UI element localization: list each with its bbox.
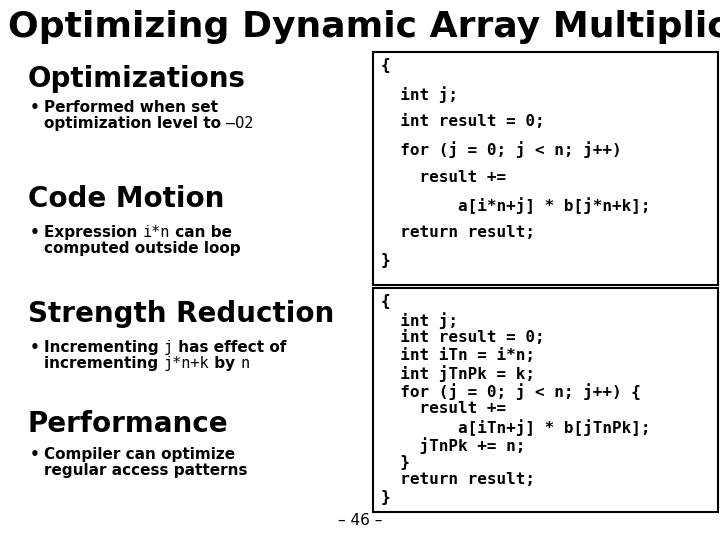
Text: i*n: i*n: [143, 225, 170, 240]
FancyBboxPatch shape: [373, 288, 718, 512]
Text: Code Motion: Code Motion: [28, 185, 225, 213]
Text: –O2: –O2: [226, 116, 253, 131]
Text: }: }: [381, 455, 410, 469]
Text: int iTn = i*n;: int iTn = i*n;: [381, 348, 535, 362]
Text: a[i*n+j] * b[j*n+k];: a[i*n+j] * b[j*n+k];: [381, 198, 650, 214]
Text: jTnPk += n;: jTnPk += n;: [381, 437, 526, 454]
Text: •: •: [30, 100, 40, 115]
Text: int jTnPk = k;: int jTnPk = k;: [381, 366, 535, 382]
Text: computed outside loop: computed outside loop: [44, 241, 240, 256]
Text: Strength Reduction: Strength Reduction: [28, 300, 334, 328]
Text: Optimizing Dynamic Array Multiplication: Optimizing Dynamic Array Multiplication: [8, 10, 720, 44]
Text: int j;: int j;: [381, 86, 458, 103]
Text: {: {: [381, 58, 391, 73]
Text: Performed when set: Performed when set: [44, 100, 218, 115]
Text: return result;: return result;: [381, 225, 535, 240]
Text: a[iTn+j] * b[jTnPk];: a[iTn+j] * b[jTnPk];: [381, 419, 650, 436]
Text: has effect of: has effect of: [173, 340, 287, 355]
Text: incrementing: incrementing: [44, 356, 163, 371]
Text: int result = 0;: int result = 0;: [381, 329, 544, 345]
Text: }: }: [381, 490, 391, 505]
Text: by: by: [209, 356, 240, 371]
Text: int result = 0;: int result = 0;: [381, 114, 544, 129]
Text: Compiler can optimize: Compiler can optimize: [44, 447, 235, 462]
Text: •: •: [30, 447, 40, 462]
Text: Optimizations: Optimizations: [28, 65, 246, 93]
Text: for (j = 0; j < n; j++) {: for (j = 0; j < n; j++) {: [381, 383, 641, 400]
FancyBboxPatch shape: [373, 52, 718, 285]
Text: result +=: result +=: [381, 401, 506, 416]
Text: can be: can be: [170, 225, 232, 240]
Text: return result;: return result;: [381, 472, 535, 487]
Text: for (j = 0; j < n; j++): for (j = 0; j < n; j++): [381, 141, 621, 158]
Text: {: {: [381, 294, 391, 309]
Text: Performance: Performance: [28, 410, 229, 438]
Text: regular access patterns: regular access patterns: [44, 463, 248, 478]
Text: Expression: Expression: [44, 225, 143, 240]
Text: •: •: [30, 225, 40, 240]
Text: result +=: result +=: [381, 170, 506, 185]
Text: •: •: [30, 340, 40, 355]
Text: – 46 –: – 46 –: [338, 513, 382, 528]
Text: n: n: [240, 356, 250, 371]
Text: int j;: int j;: [381, 312, 458, 329]
Text: }: }: [381, 253, 391, 268]
Text: Incrementing: Incrementing: [44, 340, 164, 355]
Text: optimization level to: optimization level to: [44, 116, 226, 131]
Text: j*n+k: j*n+k: [163, 356, 209, 371]
Text: j: j: [164, 340, 173, 355]
